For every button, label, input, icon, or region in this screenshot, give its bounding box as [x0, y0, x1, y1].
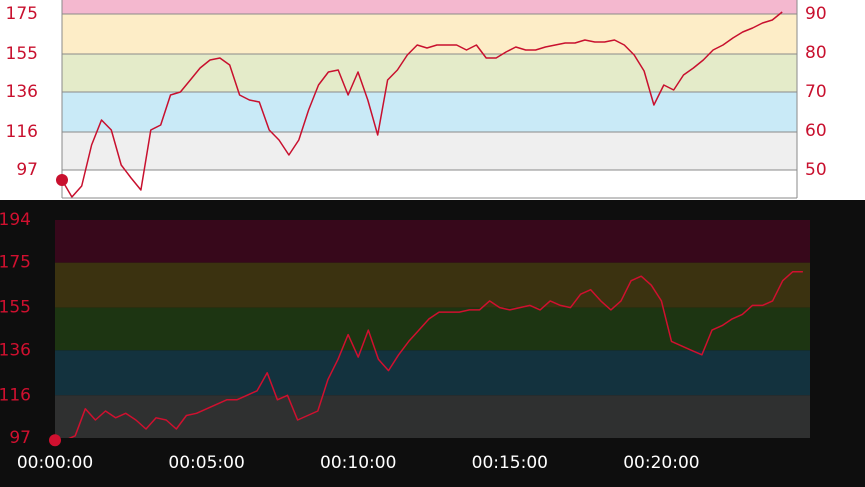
heart-rate-line — [68, 270, 803, 438]
plot-area — [62, 0, 797, 198]
zone-band — [62, 92, 797, 132]
zone-band — [55, 350, 810, 396]
y-tick-label: 155 — [0, 298, 31, 318]
zone-band — [55, 220, 810, 263]
zone-band — [62, 54, 797, 92]
y2-tick-label: 80 — [805, 43, 827, 63]
y-tick-label: 136 — [6, 82, 38, 102]
y-tick-label: 175 — [0, 253, 31, 273]
y-tick-label: 155 — [6, 44, 38, 64]
y-tick-label: 116 — [6, 122, 38, 142]
y2-tick-label: 50 — [805, 160, 827, 180]
y-tick-label: 116 — [0, 385, 31, 405]
x-tick-label: 00:05:00 — [168, 453, 244, 473]
zone-band — [55, 262, 810, 308]
y-tick-label: 136 — [0, 340, 31, 360]
y2-tick-label: 60 — [805, 121, 827, 141]
x-tick-label: 00:20:00 — [623, 453, 699, 473]
y-tick-label: 97 — [9, 428, 31, 448]
zone-band — [62, 0, 797, 14]
x-tick-label: 00:15:00 — [472, 453, 548, 473]
y-tick-label: 97 — [16, 160, 38, 180]
top-chart: 97 116 136 155 175 50 60 70 80 90 — [0, 0, 865, 200]
plot-area — [55, 220, 810, 438]
start-marker — [49, 434, 61, 447]
x-tick-label: 00:00:00 — [17, 453, 93, 473]
start-marker — [56, 174, 68, 186]
zone-band — [55, 307, 810, 351]
zone-band — [55, 395, 810, 438]
x-tick-label: 00:10:00 — [320, 453, 396, 473]
y2-tick-label: 90 — [805, 4, 827, 24]
zone-band — [62, 132, 797, 170]
y2-tick-label: 70 — [805, 82, 827, 102]
y-tick-label: 175 — [6, 4, 38, 24]
heart-rate-line — [62, 11, 783, 198]
bottom-chart: 97 116 136 155 175 194 00:00:00 00:05:00 00:10:0… — [0, 200, 865, 487]
y-tick-label: 194 — [0, 210, 31, 230]
